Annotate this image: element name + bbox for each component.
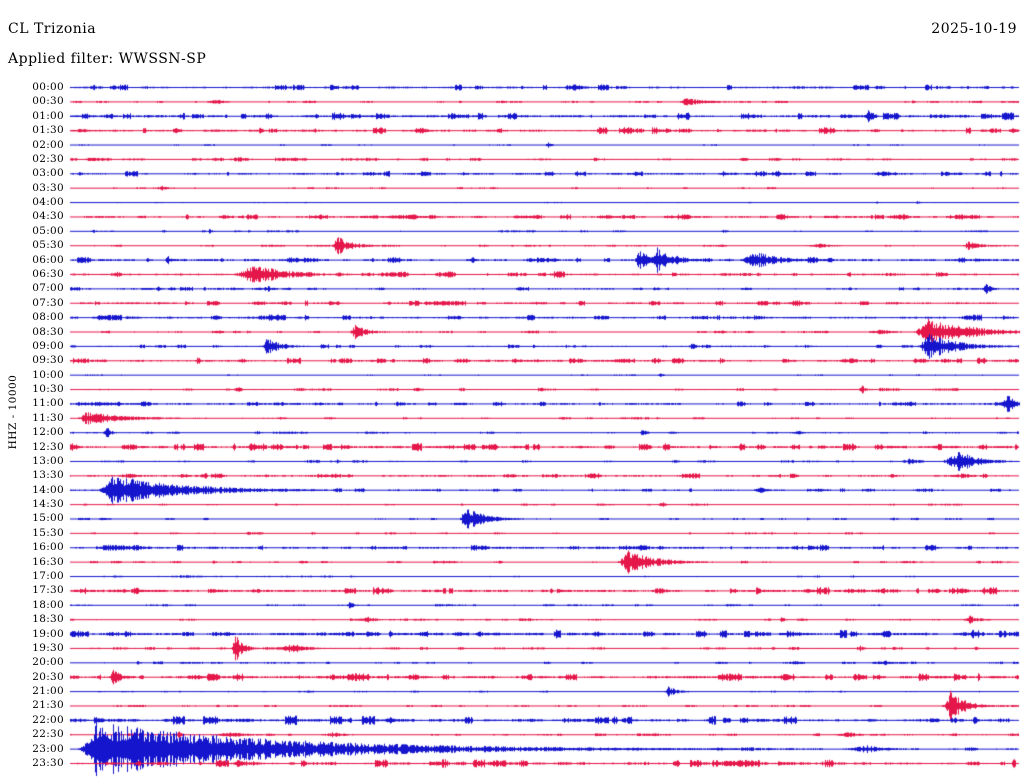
seismogram-traces[interactable] [0,0,1024,780]
helicorder-page: CL Trizonia 2025-10-19 Applied filter: W… [0,0,1024,780]
